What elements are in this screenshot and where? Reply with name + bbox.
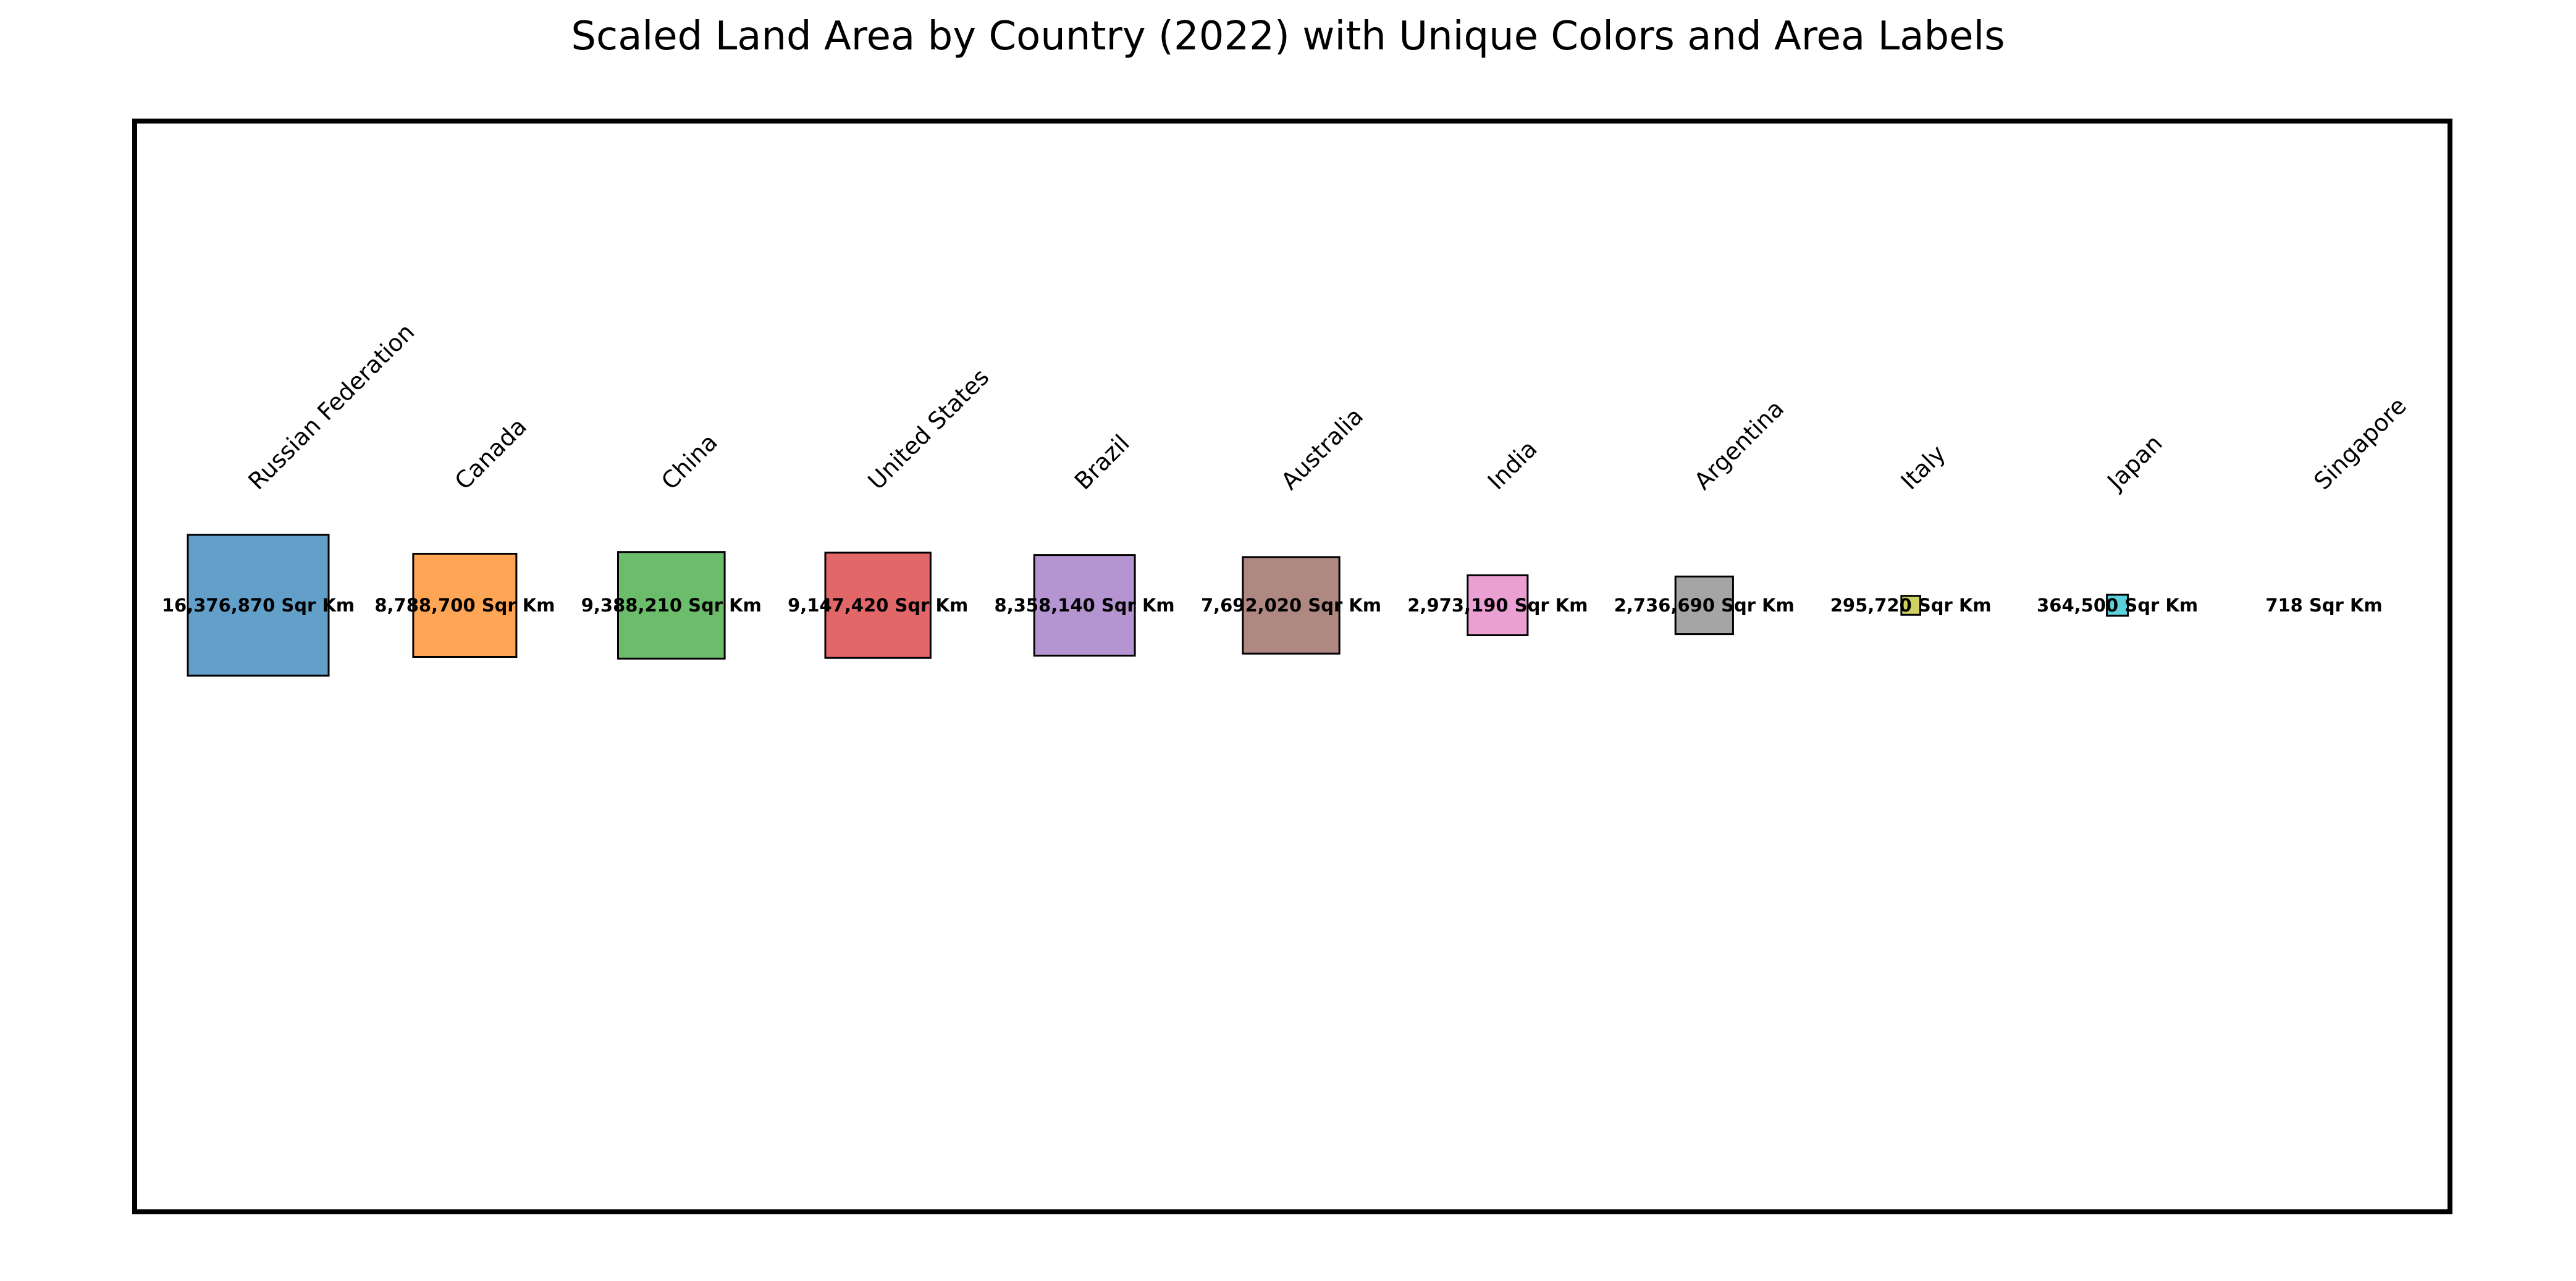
country-label-singapore: Singapore	[2309, 392, 2412, 495]
chart-title: Scaled Land Area by Country (2022) with …	[571, 14, 2005, 59]
area-label-japan: 364,500 Sqr Km	[2037, 595, 2198, 616]
square-russian-federation	[187, 534, 330, 677]
square-united-states	[824, 552, 932, 659]
square-china	[617, 551, 726, 660]
area-label-australia: 7,692,020 Sqr Km	[1201, 595, 1381, 616]
area-label-italy: 295,720 Sqr Km	[1830, 595, 1992, 616]
area-label-china: 9,388,210 Sqr Km	[581, 595, 762, 616]
square-brazil	[1033, 554, 1136, 657]
country-label-australia: Australia	[1276, 402, 1368, 495]
area-label-united-states: 9,147,420 Sqr Km	[788, 595, 968, 616]
area-label-canada: 8,788,700 Sqr Km	[374, 595, 555, 616]
area-label-brazil: 8,358,140 Sqr Km	[995, 595, 1175, 616]
country-label-canada: Canada	[450, 413, 532, 495]
country-label-brazil: Brazil	[1069, 429, 1135, 495]
square-australia	[1242, 556, 1341, 655]
country-label-japan: Japan	[2101, 429, 2167, 495]
country-label-united-states: United States	[862, 363, 994, 495]
country-label-india: India	[1483, 435, 1543, 495]
square-italy	[1900, 595, 1921, 616]
area-label-argentina: 2,736,690 Sqr Km	[1614, 595, 1795, 616]
square-canada	[412, 553, 518, 658]
country-label-china: China	[656, 428, 723, 495]
area-label-india: 2,973,190 Sqr Km	[1407, 595, 1588, 616]
area-label-russian-federation: 16,376,870 Sqr Km	[162, 595, 355, 616]
country-label-russian-federation: Russian Federation	[243, 318, 419, 495]
chart-marks: 16,376,870 Sqr Km Russian Federation 8,788…	[162, 318, 2412, 677]
square-india	[1467, 574, 1529, 637]
square-japan	[2106, 594, 2129, 617]
country-label-italy: Italy	[1895, 440, 1950, 495]
area-label-singapore: 718 Sqr Km	[2265, 595, 2382, 616]
plot-frame	[132, 119, 2452, 1214]
country-label-argentina: Argentina	[1689, 395, 1789, 495]
square-argentina	[1674, 575, 1734, 636]
